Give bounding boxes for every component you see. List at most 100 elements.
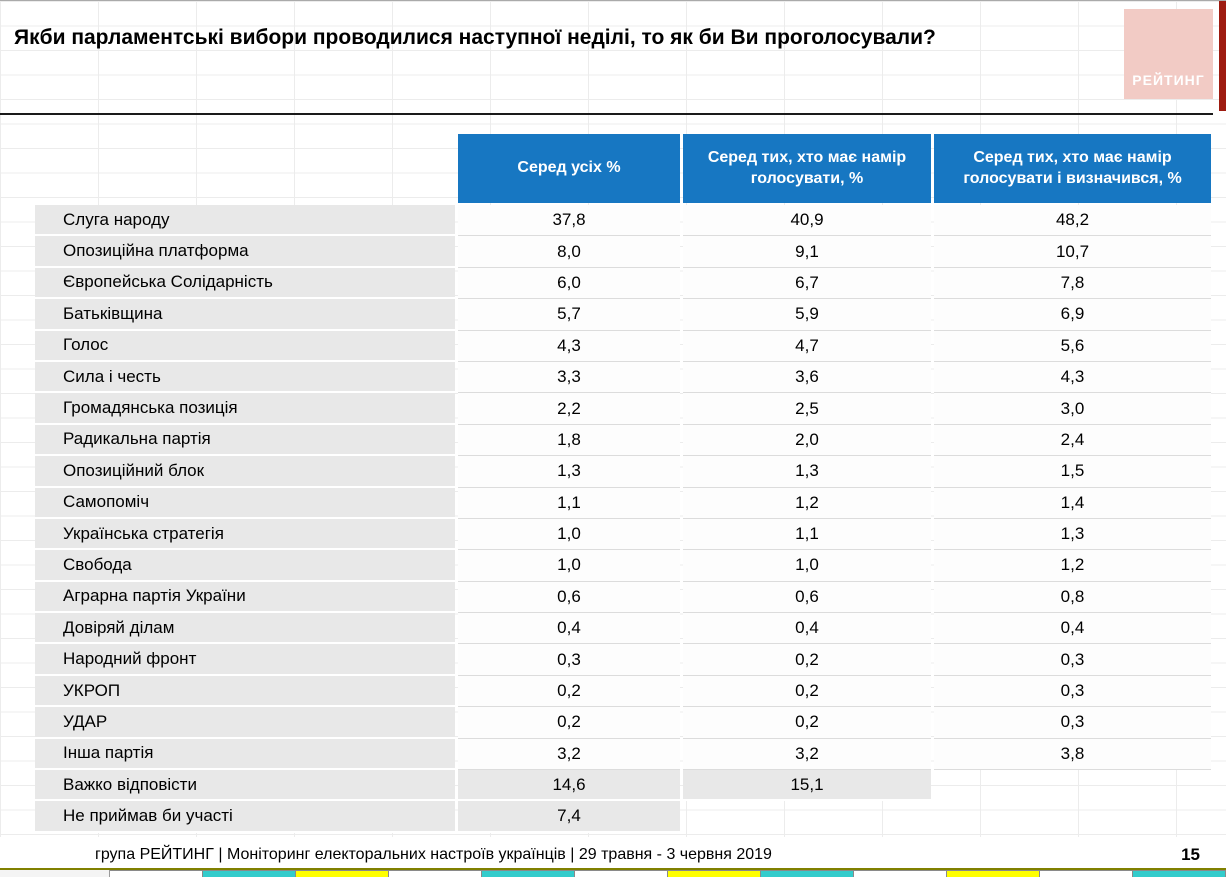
table-header-row: Серед усіх % Серед тих, хто має намір го…: [35, 134, 1211, 203]
table-row: Опозиційний блок 1,3 1,3 1,5: [35, 456, 1211, 488]
rating-logo: РЕЙТИНГ: [1124, 9, 1213, 99]
value-cell: 0,4: [934, 613, 1211, 645]
value-cell: 2,0: [683, 424, 931, 457]
table-row: УДАР 0,2 0,2 0,3: [35, 707, 1211, 739]
value-cell: 1,8: [458, 424, 680, 457]
party-name-cell: Радикальна партія: [35, 424, 455, 457]
sheet-tab[interactable]: [482, 870, 575, 877]
value-cell: 3,6: [683, 361, 931, 394]
value-cell: 1,0: [458, 550, 680, 582]
sheet-tab[interactable]: [110, 870, 203, 877]
party-name-cell: Українська стратегія: [35, 518, 455, 551]
footer-divider: [0, 868, 1226, 871]
table-row: Українська стратегія 1,0 1,1 1,3: [35, 518, 1211, 551]
value-cell: 3,3: [458, 361, 680, 394]
footer-caption: група РЕЙТИНГ | Моніторинг електоральних…: [95, 846, 772, 863]
value-cell: 0,3: [934, 644, 1211, 676]
value-cell: 0,6: [683, 581, 931, 614]
value-cell: 5,6: [934, 330, 1211, 362]
value-cell: 0,3: [458, 644, 680, 676]
sheet-tab[interactable]: [761, 870, 854, 877]
sheet-tab[interactable]: [1133, 870, 1226, 877]
value-cell: 0,4: [683, 613, 931, 645]
party-name-cell: Батьківщина: [35, 299, 455, 331]
value-cell: 7,4: [458, 801, 680, 833]
value-cell: 15,1: [683, 770, 931, 802]
party-name-cell: Свобода: [35, 550, 455, 582]
value-cell: 48,2: [934, 205, 1211, 237]
party-name-cell: Голос: [35, 330, 455, 362]
party-name-cell: Не приймав би участі: [35, 801, 455, 833]
table-row: Слуга народу 37,8 40,9 48,2: [35, 205, 1211, 237]
value-cell: 5,9: [683, 299, 931, 331]
party-name-cell: Громадянська позиція: [35, 393, 455, 425]
column-header-intend-and-decided: Серед тих, хто має намір голосувати і ви…: [934, 134, 1211, 203]
value-cell: 0,2: [683, 707, 931, 739]
party-name-cell: Народний фронт: [35, 644, 455, 676]
sheet-tab[interactable]: [947, 870, 1040, 877]
sheet-tab[interactable]: [854, 870, 947, 877]
column-header-among-all: Серед усіх %: [458, 134, 680, 203]
table-row: Опозиційна платформа 8,0 9,1 10,7: [35, 236, 1211, 268]
tab-bar-spacer: [0, 870, 110, 877]
table-body: Слуга народу 37,8 40,9 48,2 Опозиційна платф…: [35, 205, 1211, 833]
party-name-cell: УКРОП: [35, 675, 455, 708]
sheet-tab-bar: [0, 870, 1226, 877]
party-name-cell: Самопоміч: [35, 487, 455, 519]
value-cell: 0,6: [458, 581, 680, 614]
value-cell: 9,1: [683, 236, 931, 268]
accent-bar: [1219, 1, 1226, 111]
party-name-cell: Європейська Солідарність: [35, 267, 455, 300]
page-title: Якби парламентські вибори проводилися на…: [14, 26, 936, 49]
value-cell: 1,3: [458, 456, 680, 488]
page-number: 15: [1181, 845, 1200, 864]
party-name-cell: УДАР: [35, 707, 455, 739]
value-cell: 3,2: [683, 738, 931, 771]
column-header-intend-to-vote: Серед тих, хто має намір голосувати, %: [683, 134, 931, 203]
value-cell: 0,2: [683, 644, 931, 676]
value-cell: 8,0: [458, 236, 680, 268]
party-name-cell: Опозиційна платформа: [35, 236, 455, 268]
value-cell: 0,3: [934, 707, 1211, 739]
value-cell: 0,2: [683, 675, 931, 708]
table-row: Інша партія 3,2 3,2 3,8: [35, 738, 1211, 771]
sheet-tab[interactable]: [1040, 870, 1133, 877]
value-cell: 0,2: [458, 675, 680, 708]
table-row: Сила і честь 3,3 3,6 4,3: [35, 361, 1211, 394]
value-cell: 1,3: [934, 518, 1211, 551]
empty-cell: [683, 801, 931, 832]
value-cell: 0,8: [934, 581, 1211, 614]
value-cell: 14,6: [458, 770, 680, 802]
sheet-tab[interactable]: [296, 870, 389, 877]
table-row: Радикальна партія 1,8 2,0 2,4: [35, 424, 1211, 457]
title-divider: [0, 113, 1213, 115]
value-cell: 1,4: [934, 487, 1211, 519]
table-row: УКРОП 0,2 0,2 0,3: [35, 675, 1211, 708]
value-cell: 37,8: [458, 205, 680, 237]
value-cell: 3,2: [458, 738, 680, 771]
party-name-cell: Опозиційний блок: [35, 456, 455, 488]
table-row: Європейська Солідарність 6,0 6,7 7,8: [35, 267, 1211, 300]
sheet-tab[interactable]: [389, 870, 482, 877]
value-cell: 1,5: [934, 456, 1211, 488]
sheet-tabs: [110, 870, 1226, 877]
value-cell: 1,2: [683, 487, 931, 519]
sheet-tab[interactable]: [575, 870, 668, 877]
value-cell: 4,3: [934, 361, 1211, 394]
value-cell: 3,0: [934, 393, 1211, 425]
value-cell: 0,2: [458, 707, 680, 739]
table-row: Батьківщина 5,7 5,9 6,9: [35, 299, 1211, 331]
footer-band: [0, 837, 1226, 868]
corner-cell: [35, 134, 455, 203]
sheet-tab[interactable]: [668, 870, 761, 877]
value-cell: 5,7: [458, 299, 680, 331]
value-cell: 1,3: [683, 456, 931, 488]
party-name-cell: Сила і честь: [35, 361, 455, 394]
table-row: Самопоміч 1,1 1,2 1,4: [35, 487, 1211, 519]
sheet-tab[interactable]: [203, 870, 296, 877]
value-cell: 0,3: [934, 675, 1211, 708]
table-row: Громадянська позиція 2,2 2,5 3,0: [35, 393, 1211, 425]
value-cell: 2,2: [458, 393, 680, 425]
poll-results-table: Серед усіх % Серед тих, хто має намір го…: [35, 134, 1211, 833]
